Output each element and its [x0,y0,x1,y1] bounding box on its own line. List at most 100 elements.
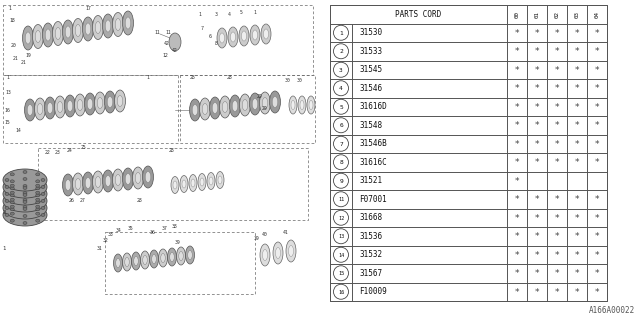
Ellipse shape [10,187,14,190]
Text: 31530: 31530 [359,28,382,37]
Ellipse shape [95,21,100,34]
Ellipse shape [10,180,14,183]
Bar [547,23,567,42]
Circle shape [333,136,349,151]
Text: *: * [555,195,559,204]
Text: *: * [555,103,559,112]
Bar [3,75,178,143]
Text: 1: 1 [339,30,343,36]
Ellipse shape [143,166,154,188]
Text: 28: 28 [137,197,143,203]
Ellipse shape [259,92,271,114]
Text: 36: 36 [150,229,156,235]
Bar [330,42,352,60]
Text: *: * [595,84,599,93]
Ellipse shape [3,204,47,226]
Text: 34: 34 [116,228,122,233]
Ellipse shape [239,94,250,116]
Ellipse shape [63,174,74,196]
Bar [507,42,527,60]
Text: *: * [555,121,559,130]
Text: 04: 04 [595,11,600,18]
Text: 32: 32 [103,237,109,243]
Ellipse shape [45,97,56,119]
Ellipse shape [307,96,315,114]
Text: *: * [535,251,540,260]
Ellipse shape [232,100,237,111]
Text: 21: 21 [21,60,27,65]
Ellipse shape [36,205,40,208]
Bar [527,42,547,60]
Bar [330,245,352,264]
Text: 11: 11 [165,29,171,35]
Ellipse shape [3,176,47,198]
Ellipse shape [41,213,45,217]
Bar [507,79,527,98]
Bar [507,227,527,245]
Text: *: * [515,214,519,223]
Ellipse shape [122,253,131,271]
Ellipse shape [125,173,131,185]
Text: 6: 6 [339,123,343,128]
Text: *: * [595,251,599,260]
Circle shape [333,229,349,244]
Text: 31668: 31668 [359,213,382,222]
Bar [330,5,607,301]
Ellipse shape [54,96,65,118]
Bar [547,209,567,227]
Ellipse shape [10,201,14,204]
Ellipse shape [84,93,95,115]
Text: 4: 4 [339,86,343,91]
Ellipse shape [10,208,14,211]
Ellipse shape [122,11,134,35]
Ellipse shape [143,255,147,265]
Text: *: * [595,232,599,241]
Bar [567,264,587,283]
Bar [527,190,547,209]
Bar [330,227,352,245]
Ellipse shape [5,186,9,188]
Text: *: * [535,84,540,93]
Text: *: * [575,84,579,93]
Text: *: * [515,177,519,186]
Ellipse shape [85,23,91,35]
Text: *: * [515,66,519,75]
Text: *: * [535,214,540,223]
Ellipse shape [3,190,47,212]
Ellipse shape [113,12,124,36]
Bar [567,172,587,190]
Text: 1: 1 [198,12,202,17]
Ellipse shape [171,177,179,194]
Ellipse shape [261,24,271,44]
Ellipse shape [169,33,181,51]
Ellipse shape [202,103,208,115]
Ellipse shape [5,206,9,210]
Ellipse shape [250,25,260,45]
Ellipse shape [35,30,41,43]
Text: 14: 14 [338,252,344,258]
Ellipse shape [3,197,47,219]
Bar [587,264,607,283]
Ellipse shape [273,242,283,264]
Bar [567,153,587,172]
Ellipse shape [230,95,241,117]
Ellipse shape [10,205,14,208]
Bar [352,227,507,245]
Ellipse shape [286,240,296,262]
Bar [547,79,567,98]
Bar [352,134,507,153]
Ellipse shape [65,26,71,38]
Text: *: * [595,29,599,38]
Text: 13: 13 [5,90,11,94]
Ellipse shape [131,252,141,270]
Circle shape [333,118,349,133]
Bar [507,153,527,172]
Ellipse shape [289,245,294,257]
Ellipse shape [239,26,249,46]
Text: 23: 23 [55,149,61,155]
Ellipse shape [95,177,100,188]
Bar [567,23,587,42]
Bar [587,79,607,98]
Bar [352,172,507,190]
Bar [547,42,567,60]
